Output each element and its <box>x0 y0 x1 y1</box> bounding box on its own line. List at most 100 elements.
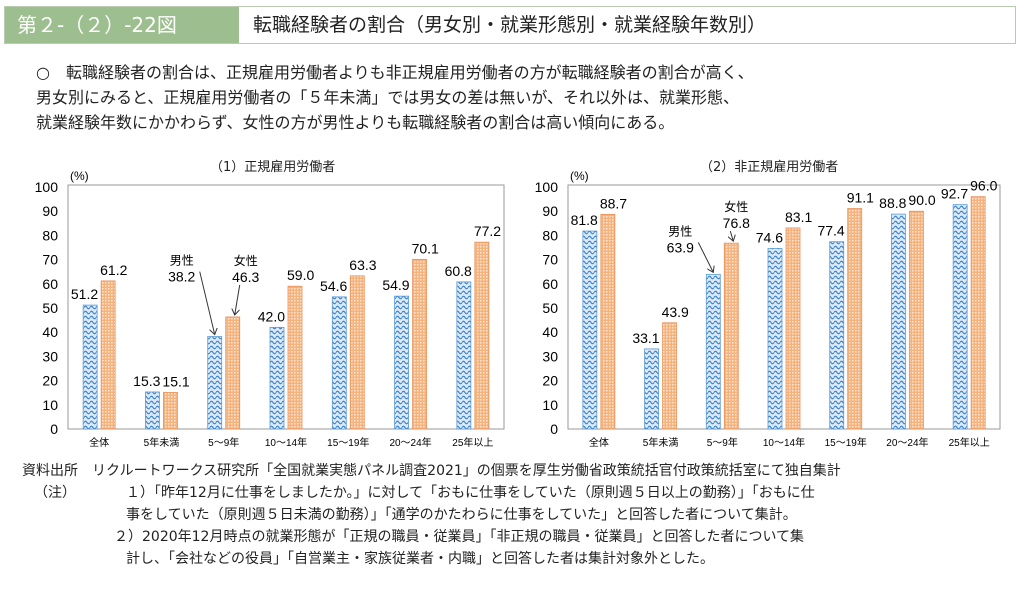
male-bar <box>767 248 783 430</box>
y-tick-label: 90 <box>42 203 58 219</box>
x-tick-label: 25年以上 <box>949 436 990 449</box>
data-label: 61.2 <box>100 262 127 278</box>
data-label: 51.2 <box>71 286 98 302</box>
y-tick-label: 60 <box>42 276 58 292</box>
data-label: 38.2 <box>168 269 195 285</box>
male-bar <box>145 391 160 430</box>
data-label: 70.1 <box>412 240 439 256</box>
x-tick-label: 5年未満 <box>144 436 180 449</box>
y-tick-label: 20 <box>542 373 558 389</box>
annotation-label: 男性 <box>668 224 692 238</box>
x-tick-label: 5年未満 <box>643 436 679 449</box>
footer: 資料出所 リクルートワークス研究所「全国就業実態パネル調査2021」の個票を厚生… <box>22 460 1012 570</box>
data-label: 54.9 <box>382 277 409 293</box>
y-tick-label: 30 <box>42 348 58 364</box>
female-bar <box>100 280 116 430</box>
x-tick-label: 5～9年 <box>208 436 239 449</box>
figure-header: 第２-（２）-22図 転職経験者の割合（男女別・就業形態別・就業経験年数別） <box>4 6 1016 44</box>
female-bar <box>662 322 677 430</box>
female-bar <box>225 316 241 430</box>
annotation-arrow <box>730 231 733 241</box>
annotation-label: 男性 <box>170 254 194 268</box>
data-label: 92.7 <box>941 186 968 202</box>
male-bar <box>705 273 721 430</box>
female-bar <box>723 242 739 430</box>
annotation-arrow <box>697 242 713 272</box>
female-bar <box>412 258 427 430</box>
y-tick-label: 10 <box>542 397 558 413</box>
data-label: 43.9 <box>662 304 689 320</box>
note-line: 計し、「会社などの役員」「自営業主・家族従業者・内職」と回答した者は集計対象外と… <box>126 551 714 567</box>
summary-line: 男女別にみると、正規雇用労働者の「５年未満」では男女の差は無いが、それ以外は、就… <box>36 88 740 107</box>
y-tick-label: 80 <box>542 227 558 243</box>
x-tick-label: 25年以上 <box>452 436 493 449</box>
x-tick-label: 20～24年 <box>886 436 928 449</box>
data-label: 54.6 <box>320 278 347 294</box>
data-label: 96.0 <box>970 178 997 194</box>
y-tick-label: 80 <box>42 227 58 243</box>
y-axis-unit: (%) <box>570 169 589 183</box>
data-label: 33.1 <box>632 330 659 346</box>
chart1-title: （1）正規雇用労働者 <box>210 160 336 175</box>
data-label: 15.3 <box>133 373 160 389</box>
y-tick-label: 0 <box>50 421 58 437</box>
figure-number: 第２-（２）-22図 <box>5 7 239 43</box>
y-tick-label: 20 <box>42 373 58 389</box>
data-label: 76.8 <box>723 215 750 231</box>
bullet-icon: ○ <box>36 63 50 82</box>
summary: ○ 転職経験者の割合は、正規雇用労働者よりも非正規雇用労働者の方が転職経験者の割… <box>36 60 1006 135</box>
female-bar <box>909 210 924 430</box>
male-bar <box>952 204 968 430</box>
male-bar <box>82 304 98 430</box>
female-bar <box>163 392 178 430</box>
female-bar <box>349 275 365 430</box>
data-label: 15.1 <box>162 373 189 389</box>
data-label: 88.8 <box>879 195 906 211</box>
x-tick-label: 全体 <box>89 436 109 449</box>
x-tick-label: 20～24年 <box>389 436 431 449</box>
male-bar <box>269 326 285 430</box>
data-label: 83.1 <box>785 209 812 225</box>
male-bar <box>394 295 409 430</box>
notes-label: （注） <box>34 485 76 501</box>
x-tick-label: 5～9年 <box>707 436 738 449</box>
female-bar <box>785 227 801 430</box>
x-tick-label: 全体 <box>589 436 609 449</box>
y-tick-label: 10 <box>42 397 58 413</box>
male-bar <box>891 213 906 430</box>
plot-frame <box>67 184 505 430</box>
chart2-title: （2）非正規雇用労働者 <box>700 160 839 175</box>
y-tick-label: 100 <box>35 179 59 195</box>
y-tick-label: 50 <box>42 300 58 316</box>
female-bar <box>970 196 986 430</box>
male-bar <box>644 348 659 430</box>
male-bar <box>829 241 845 430</box>
y-tick-label: 100 <box>535 179 559 195</box>
female-bar <box>474 241 490 430</box>
annotation-label: 女性 <box>234 253 258 268</box>
x-tick-label: 10～14年 <box>265 436 307 449</box>
y-tick-label: 70 <box>542 252 558 268</box>
data-label: 88.7 <box>600 195 627 211</box>
data-label: 81.8 <box>571 212 598 228</box>
y-tick-label: 60 <box>542 276 558 292</box>
y-tick-label: 70 <box>42 252 58 268</box>
annotation-label: 女性 <box>724 199 748 214</box>
annotation-arrow <box>235 284 241 315</box>
y-tick-label: 50 <box>542 300 558 316</box>
summary-line: 就業経験年数にかかわらず、女性の方が男性よりも転職経験者の割合は高い傾向にある。 <box>36 113 675 132</box>
male-bar <box>582 230 598 430</box>
y-axis-unit: (%) <box>70 169 89 183</box>
female-bar <box>847 208 863 430</box>
y-tick-label: 40 <box>42 324 58 340</box>
data-label: 90.0 <box>908 192 935 208</box>
data-label: 91.1 <box>847 190 874 206</box>
x-tick-label: 15～19年 <box>327 436 369 449</box>
y-tick-label: 90 <box>542 203 558 219</box>
data-label: 46.3 <box>232 269 259 285</box>
note-line: １）「昨年12月に仕事をしましたか。」に対して「おもに仕事をしていた（原則週５日… <box>126 485 815 501</box>
x-tick-label: 10～14年 <box>763 436 805 449</box>
note-line: 事をしていた（原則週５日未満の勤務）」「通学のかたわらに仕事をしていた」と回答し… <box>126 507 797 523</box>
y-tick-label: 40 <box>542 324 558 340</box>
